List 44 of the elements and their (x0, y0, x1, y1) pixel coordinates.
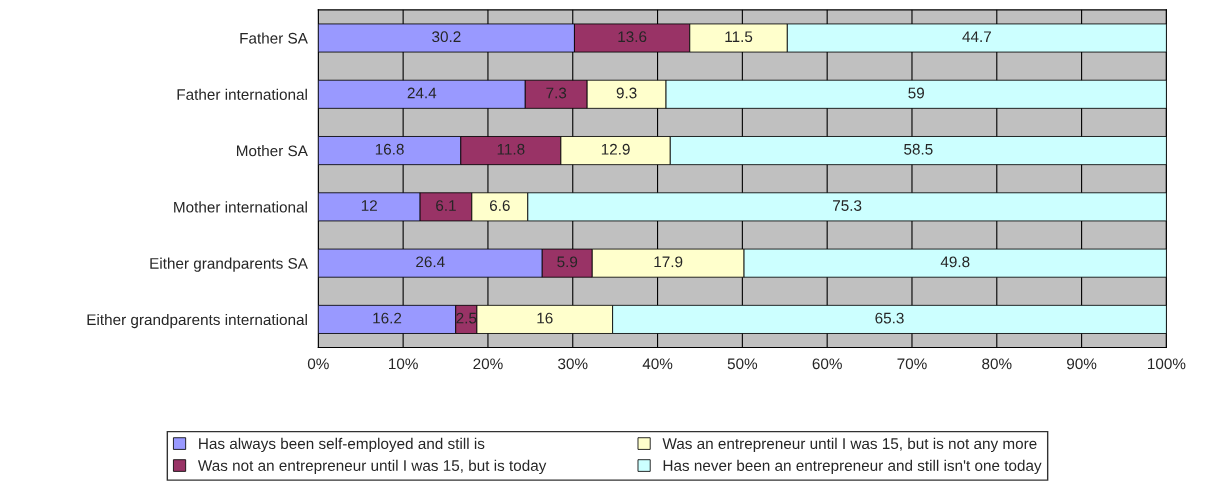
y-tick-label: Mother international (174, 201, 307, 213)
data-label: 12 (361, 200, 377, 211)
data-label: 59 (908, 87, 924, 99)
y-tick-label: Father SA (240, 32, 308, 44)
data-label: 75.3 (833, 200, 862, 211)
x-tick-label: 10% (389, 358, 418, 370)
y-tick-label: Either grandparents international (87, 313, 307, 329)
data-label: 26.4 (416, 256, 445, 268)
x-tick-label: 30% (558, 358, 588, 370)
data-label: 16.8 (375, 143, 404, 155)
x-tick-label: 50% (727, 358, 758, 370)
x-tick-label: 0% (307, 358, 329, 370)
data-label: 17.9 (654, 256, 683, 268)
x-tick-label: 60% (812, 358, 842, 370)
data-label: 44.7 (962, 31, 991, 42)
data-label: 65.3 (875, 312, 904, 324)
y-tick-label: Either grandparents SA (150, 257, 308, 272)
x-tick-label: 40% (642, 358, 673, 370)
data-label: 58.5 (904, 143, 933, 155)
legend-label: Was not an entrepreneur until I was 15, but is today (197, 459, 547, 475)
data-label: 5.9 (557, 256, 578, 268)
data-label: 13.6 (618, 31, 647, 43)
data-label: 9.3 (616, 87, 637, 99)
x-tick-label: 20% (473, 358, 503, 370)
legend-label: Was an entrepreneur until I was 15, but is not any more (662, 437, 1037, 453)
data-label: 16 (537, 312, 553, 324)
legend-label: Has always been self-employed and still is (199, 437, 485, 453)
data-label: 30.2 (432, 31, 461, 43)
data-label: 11.5 (725, 31, 753, 43)
data-label: 7.3 (546, 87, 567, 99)
data-label: 49.8 (940, 256, 970, 268)
x-tick-label: 80% (982, 358, 1012, 370)
data-label: 16.2 (373, 312, 402, 324)
x-tick-label: 70% (897, 358, 927, 370)
y-tick-label: Father international (177, 88, 307, 100)
data-label: 6.1 (436, 200, 456, 211)
data-label: 12.9 (601, 143, 630, 155)
data-label: 11.8 (497, 143, 525, 155)
x-tick-label: 90% (1067, 358, 1097, 370)
y-tick-label: Mother SA (237, 145, 308, 157)
legend-label: Has never been an entrepreneur and still isn't one today (663, 459, 1042, 475)
data-label: 24.4 (407, 87, 437, 99)
x-tick-label: 100% (1148, 358, 1186, 370)
data-label: 6.6 (489, 200, 510, 211)
